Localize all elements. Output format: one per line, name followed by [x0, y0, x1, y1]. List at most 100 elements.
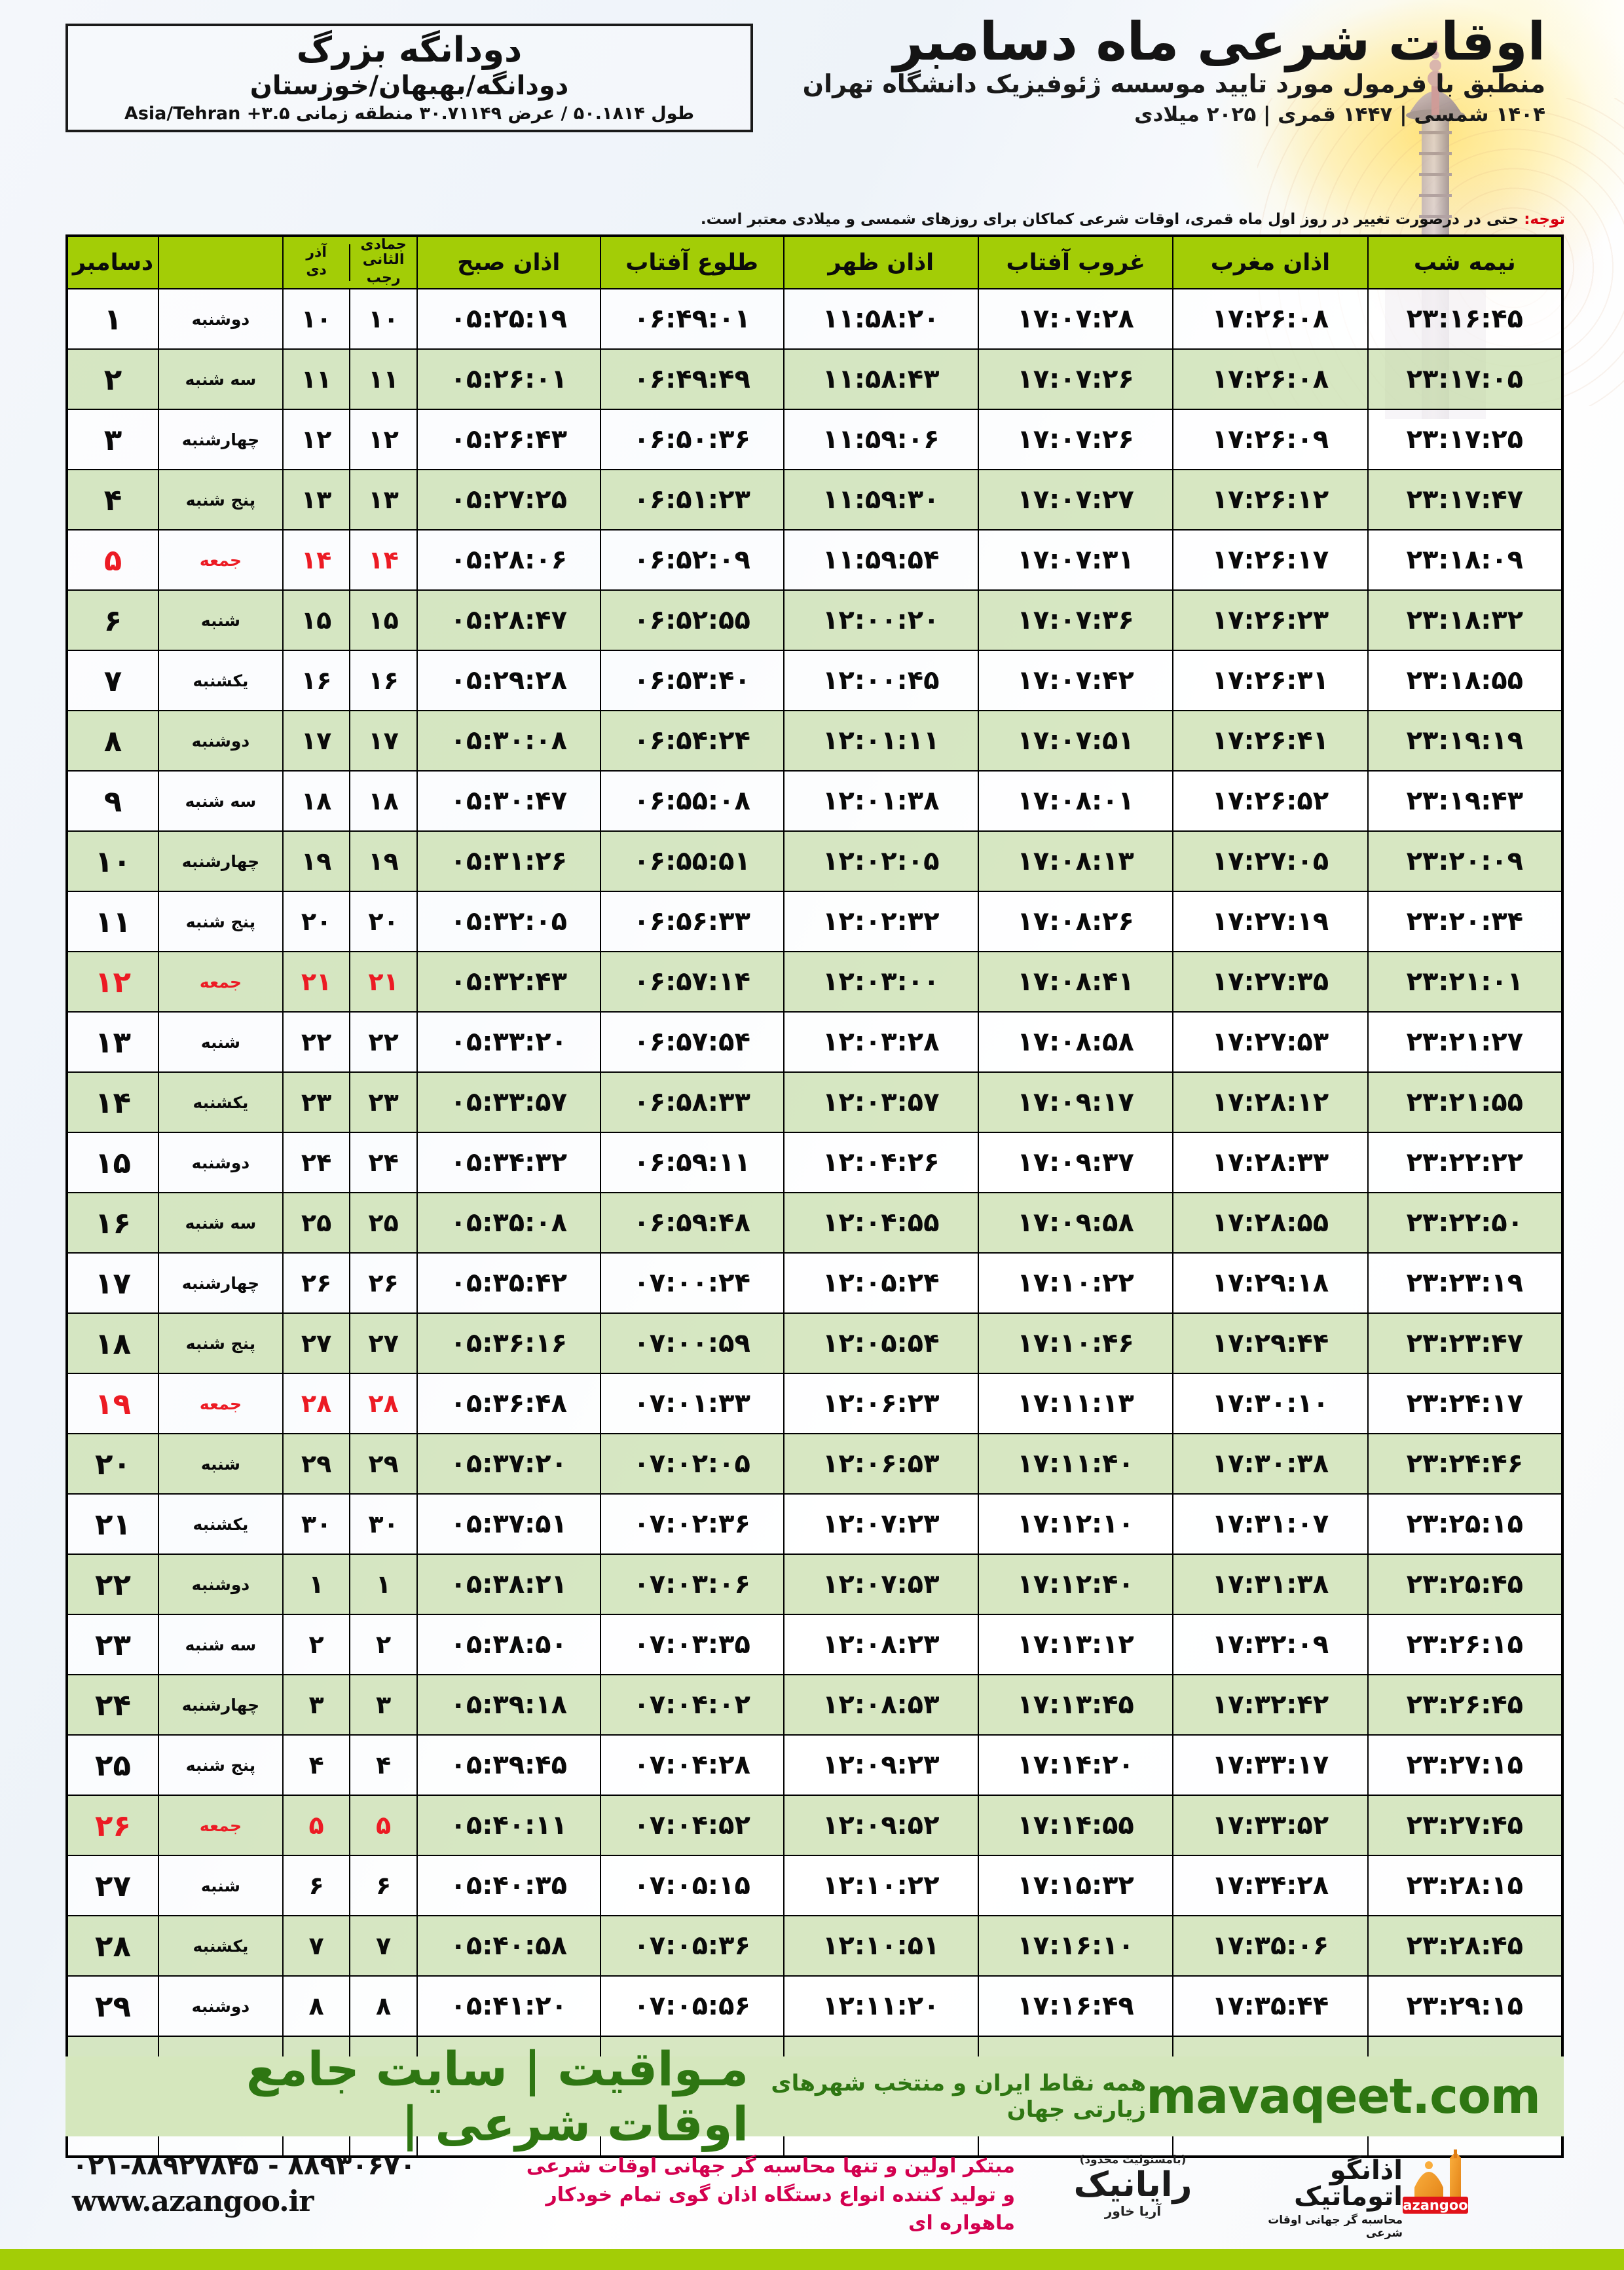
cell-dhuhr: ۱۲:۰۸:۵۳ [783, 1674, 979, 1736]
cell-shamsi-day: ۲۰ [282, 891, 351, 952]
cell-shamsi-day: ۲۶ [282, 1252, 351, 1314]
cell-weekday: چهارشنبه [157, 1674, 284, 1736]
cell-dhuhr: ۱۲:۰۸:۲۳ [783, 1614, 979, 1675]
cell-gregorian-day: ۲۷ [66, 1855, 159, 1916]
cell-shamsi-day: ۲۱ [282, 951, 351, 1013]
cell-sunset: ۱۷:۰۸:۱۳ [977, 830, 1174, 892]
cell-hijri-day: ۲۲ [349, 1011, 418, 1073]
footer-site-url[interactable]: mavaqeet.com [1146, 2068, 1541, 2125]
column-header-shamsi: آذر دی [284, 245, 349, 278]
cell-gregorian-day: ۲۶ [66, 1795, 159, 1856]
column-header-weekday[interactable] [157, 235, 284, 289]
cell-hijri-day: ۲۵ [349, 1192, 418, 1254]
cell-midnight: ۲۳:۲۸:۴۵ [1367, 1915, 1564, 1977]
cell-hijri-day: ۴ [349, 1734, 418, 1796]
cell-dhuhr: ۱۲:۰۳:۲۸ [783, 1011, 979, 1073]
cell-weekday: چهارشنبه [157, 409, 284, 470]
table-row: ۲۳:۲۷:۱۵ ۱۷:۳۳:۱۷ ۱۷:۱۴:۲۰ ۱۲:۰۹:۲۳ ۰۷:۰۴:۲۸… [66, 1734, 1564, 1796]
cell-gregorian-day: ۳ [66, 409, 159, 470]
column-header-sunrise[interactable]: طلوع آفتاب [599, 235, 784, 289]
cell-fajr: ۰۵:۳۷:۵۱ [416, 1493, 601, 1555]
cell-gregorian-day: ۲۰ [66, 1433, 159, 1495]
cell-sunset: ۱۷:۱۴:۵۵ [977, 1795, 1174, 1856]
table-row: ۲۳:۲۶:۴۵ ۱۷:۳۲:۴۲ ۱۷:۱۳:۴۵ ۱۲:۰۸:۵۳ ۰۷:۰۴:۰۲… [66, 1674, 1564, 1736]
cell-weekday: جمعه [157, 1373, 284, 1434]
cell-midnight: ۲۳:۲۰:۰۹ [1367, 830, 1564, 892]
cell-maghrib: ۱۷:۲۶:۰۹ [1172, 409, 1369, 470]
cell-midnight: ۲۳:۲۳:۴۷ [1367, 1312, 1564, 1374]
cell-maghrib: ۱۷:۲۶:۰۸ [1172, 348, 1369, 410]
footer-red-text: مبتکر اولین و تنها محاسبه گر جهانی اوقات… [517, 2152, 1015, 2238]
column-header-sunset[interactable]: غروب آفتاب [977, 235, 1174, 289]
cell-midnight: ۲۳:۱۸:۵۵ [1367, 650, 1564, 711]
cell-dhuhr: ۱۲:۰۱:۳۸ [783, 770, 979, 832]
azangoo-logo-subtitle: محاسبه گر جهانی اوقات شرعی [1268, 2214, 1403, 2240]
header-divider [349, 244, 351, 281]
cell-shamsi-day: ۱۱ [282, 348, 351, 410]
cell-maghrib: ۱۷:۲۹:۱۸ [1172, 1252, 1369, 1314]
column-header-midnight[interactable]: نیمه شب [1367, 235, 1564, 289]
hijri-month-primary: جمادی الثانی [360, 236, 407, 269]
cell-weekday: جمعه [157, 1795, 284, 1856]
cell-sunrise: ۰۷:۰۲:۳۶ [599, 1493, 784, 1555]
cell-sunset: ۱۷:۰۷:۵۱ [977, 710, 1174, 772]
cell-maghrib: ۱۷:۳۴:۲۸ [1172, 1855, 1369, 1916]
cell-midnight: ۲۳:۲۱:۰۱ [1367, 951, 1564, 1013]
cell-gregorian-day: ۱۱ [66, 891, 159, 952]
cell-hijri-day: ۲۴ [349, 1132, 418, 1193]
cell-hijri-day: ۲۸ [349, 1373, 418, 1434]
cell-maghrib: ۱۷:۲۶:۲۳ [1172, 589, 1369, 651]
column-header-fajr[interactable]: اذان صبح [416, 235, 601, 289]
cell-sunrise: ۰۷:۰۳:۳۵ [599, 1614, 784, 1675]
calendar-year-line: ۱۴۰۴ شمسی | ۱۴۴۷ قمری | ۲۰۲۵ میلادی [1134, 102, 1545, 126]
cell-weekday: دوشنبه [157, 1132, 284, 1193]
page-subtitle: منطبق با فرمول مورد تایید موسسه ژئوفیزیک… [802, 69, 1545, 99]
cell-fajr: ۰۵:۴۰:۳۵ [416, 1855, 601, 1916]
cell-maghrib: ۱۷:۲۶:۱۷ [1172, 529, 1369, 591]
rayanik-logo-sub: آریا خاور [1104, 2203, 1162, 2219]
cell-sunset: ۱۷:۰۷:۲۸ [977, 288, 1174, 350]
cell-weekday: یکشنبه [157, 1915, 284, 1977]
column-header-maghrib[interactable]: اذان مغرب [1172, 235, 1369, 289]
cell-maghrib: ۱۷:۳۰:۱۰ [1172, 1373, 1369, 1434]
cell-maghrib: ۱۷:۳۲:۰۹ [1172, 1614, 1369, 1675]
cell-shamsi-day: ۱۵ [282, 589, 351, 651]
cell-sunrise: ۰۶:۵۰:۳۶ [599, 409, 784, 470]
cell-sunset: ۱۷:۱۱:۱۳ [977, 1373, 1174, 1434]
cell-shamsi-day: ۱۶ [282, 650, 351, 711]
cell-fajr: ۰۵:۲۵:۱۹ [416, 288, 601, 350]
cell-sunrise: ۰۶:۵۷:۱۴ [599, 951, 784, 1013]
cell-fajr: ۰۵:۲۶:۴۳ [416, 409, 601, 470]
cell-shamsi-day: ۱۷ [282, 710, 351, 772]
cell-sunrise: ۰۶:۴۹:۰۱ [599, 288, 784, 350]
cell-sunset: ۱۷:۰۷:۳۱ [977, 529, 1174, 591]
cell-hijri-day: ۲۱ [349, 951, 418, 1013]
cell-midnight: ۲۳:۲۱:۵۵ [1367, 1071, 1564, 1133]
cell-dhuhr: ۱۲:۰۶:۵۳ [783, 1433, 979, 1495]
cell-midnight: ۲۳:۱۸:۰۹ [1367, 529, 1564, 591]
cell-midnight: ۲۳:۲۲:۵۰ [1367, 1192, 1564, 1254]
cell-maghrib: ۱۷:۲۷:۱۹ [1172, 891, 1369, 952]
cell-hijri-day: ۸ [349, 1975, 418, 2037]
column-header-gregorian[interactable]: دسامبر [66, 235, 159, 289]
cell-gregorian-day: ۱۲ [66, 951, 159, 1013]
cell-shamsi-day: ۲۵ [282, 1192, 351, 1254]
cell-maghrib: ۱۷:۲۹:۴۴ [1172, 1312, 1369, 1374]
cell-sunset: ۱۷:۱۳:۴۵ [977, 1674, 1174, 1736]
rayanik-legal-note: (بامسئولیت محدود) [1079, 2153, 1187, 2167]
cell-fajr: ۰۵:۳۳:۵۷ [416, 1071, 601, 1133]
cell-maghrib: ۱۷:۲۶:۱۲ [1172, 469, 1369, 530]
note-label: توجه: [1524, 211, 1565, 228]
column-header-dhuhr[interactable]: اذان ظهر [783, 235, 979, 289]
cell-gregorian-day: ۱۹ [66, 1373, 159, 1434]
cell-hijri-day: ۱۹ [349, 830, 418, 892]
column-header-calendars[interactable]: جمادی الثانی رجب آذر دی [282, 235, 418, 289]
cell-sunset: ۱۷:۰۷:۲۶ [977, 409, 1174, 470]
table-row: ۲۳:۱۸:۳۲ ۱۷:۲۶:۲۳ ۱۷:۰۷:۳۶ ۱۲:۰۰:۲۰ ۰۶:۵۲:۵۵… [66, 589, 1564, 651]
cell-midnight: ۲۳:۲۱:۲۷ [1367, 1011, 1564, 1073]
cell-midnight: ۲۳:۱۶:۴۵ [1367, 288, 1564, 350]
cell-fajr: ۰۵:۲۸:۰۶ [416, 529, 601, 591]
azangoo-website[interactable]: www.azangoo.ir [72, 2185, 314, 2218]
cell-sunset: ۱۷:۰۷:۴۲ [977, 650, 1174, 711]
azangoo-logo-title: اذانگو اتوماتیک [1294, 2155, 1403, 2212]
